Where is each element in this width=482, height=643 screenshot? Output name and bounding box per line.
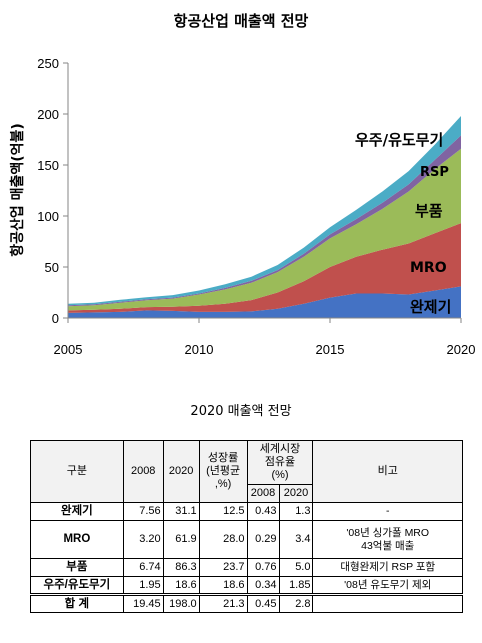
cell-2008: 7.56 (122, 502, 164, 521)
cell-share-2020: 1.85 (278, 576, 314, 595)
row-name: 합 계 (30, 593, 124, 613)
area-chart: 항공산업 매출액 전망 0 50 100 150 200 250 2005 2010 2015 2… (9, 12, 475, 357)
cell-2020: 18.6 (162, 576, 200, 595)
cell-share-2020: 2.8 (278, 593, 314, 613)
cell-growth: 28.0 (198, 520, 248, 559)
cell-2008: 6.74 (122, 558, 164, 577)
area-3 (68, 148, 461, 311)
cell-share-2008: 0.34 (246, 576, 280, 595)
cell-note: - (312, 502, 463, 521)
cell-share-2020: 1.3 (278, 502, 314, 521)
header-share-2020: 2020 (278, 484, 314, 503)
table-row: 합 계 19.45 198.0 21.3 0.45 2.8 (30, 593, 463, 613)
area-series-group (68, 116, 461, 318)
cell-2020: 61.9 (162, 520, 200, 559)
cell-note: '08년 싱가폴 MRO 43억불 매출 (312, 520, 463, 559)
y-tick-label: 150 (37, 158, 59, 173)
row-name: 완제기 (30, 502, 124, 521)
header-share: 세계시장 점유율 (%) (246, 440, 314, 485)
header-2008: 2008 (122, 440, 164, 503)
cell-2008: 3.20 (122, 520, 164, 559)
forecast-table: 구분 2008 2020 성장률 (년평균 ,%) 세계시장 점유율 (%) 비… (30, 440, 463, 613)
y-tick-label: 100 (37, 209, 59, 224)
cell-share-2020: 3.4 (278, 520, 314, 559)
table-row: MRO 3.20 61.9 28.0 0.29 3.4'08년 싱가폴 MRO 43억불 … (30, 520, 463, 559)
x-tick-label: 2005 (54, 342, 83, 357)
cell-growth: 12.5 (198, 502, 248, 521)
header-note: 비고 (312, 440, 463, 503)
series-label: 우주/유도무기 (355, 131, 443, 149)
area-1 (68, 286, 461, 318)
cell-growth: 21.3 (198, 593, 248, 613)
series-label: MRO (410, 260, 447, 276)
table-subheader-row: 2008 2020 (31, 484, 463, 503)
row-name: 부품 (30, 558, 124, 577)
x-tick-label: 2020 (447, 342, 476, 357)
cell-share-2020: 5.0 (278, 558, 314, 577)
series-labels: 완제기 MRO 부품 RSP 우주/유도무기 (355, 131, 451, 316)
chart-title: 항공산업 매출액 전망 (174, 12, 309, 30)
area-2 (68, 223, 461, 313)
cell-note: '08년 유도무기 제외 (312, 576, 463, 595)
table-row: 부품 6.74 86.3 23.7 0.76 5.0 대형완제기 RSP 포함 (30, 558, 463, 577)
cell-share-2008: 0.45 (246, 593, 280, 613)
y-tick-label: 50 (45, 260, 59, 275)
header-share-2008: 2008 (246, 484, 280, 503)
x-tick-label: 2010 (185, 342, 214, 357)
cell-2008: 1.95 (122, 576, 164, 595)
cell-share-2008: 0.43 (246, 502, 280, 521)
cell-2020: 198.0 (162, 593, 200, 613)
cell-note (312, 593, 463, 613)
cell-growth: 18.6 (198, 576, 248, 595)
y-tick-label: 250 (37, 56, 59, 71)
table-header-row: 구분 2008 2020 성장률 (년평균 ,%) 세계시장 점유율 (%) 비… (30, 440, 463, 503)
series-label: 완제기 (410, 298, 451, 316)
cell-growth: 23.7 (198, 558, 248, 577)
cell-2020: 31.1 (162, 502, 200, 521)
y-tick-label: 0 (52, 311, 59, 326)
cell-2020: 86.3 (162, 558, 200, 577)
table-row: 우주/유도무기 1.95 18.6 18.6 0.34 1.85'08년 유도무기 제외 (30, 576, 463, 595)
y-axis-label: 항공산업 매출액(억불) (9, 123, 26, 257)
series-label: 부품 (415, 202, 443, 220)
header-growth: 성장률 (년평균 ,%) (198, 440, 248, 503)
table-row: 완제기 7.56 31.1 12.5 0.43 1.3- (30, 502, 463, 521)
axes: 0 50 100 150 200 250 2005 2010 2015 2020 (37, 56, 475, 357)
y-tick-label: 200 (37, 107, 59, 122)
cell-note: 대형완제기 RSP 포함 (312, 558, 463, 577)
series-label: RSP (420, 165, 449, 180)
header-2020: 2020 (162, 440, 200, 503)
x-tick-label: 2015 (316, 342, 345, 357)
cell-2008: 19.45 (122, 593, 164, 613)
cell-share-2008: 0.29 (246, 520, 280, 559)
row-name: 우주/유도무기 (30, 576, 124, 595)
table-title: 2020 매출액 전망 (190, 404, 292, 419)
row-name: MRO (30, 520, 124, 559)
header-category: 구분 (30, 440, 124, 503)
cell-share-2008: 0.76 (246, 558, 280, 577)
